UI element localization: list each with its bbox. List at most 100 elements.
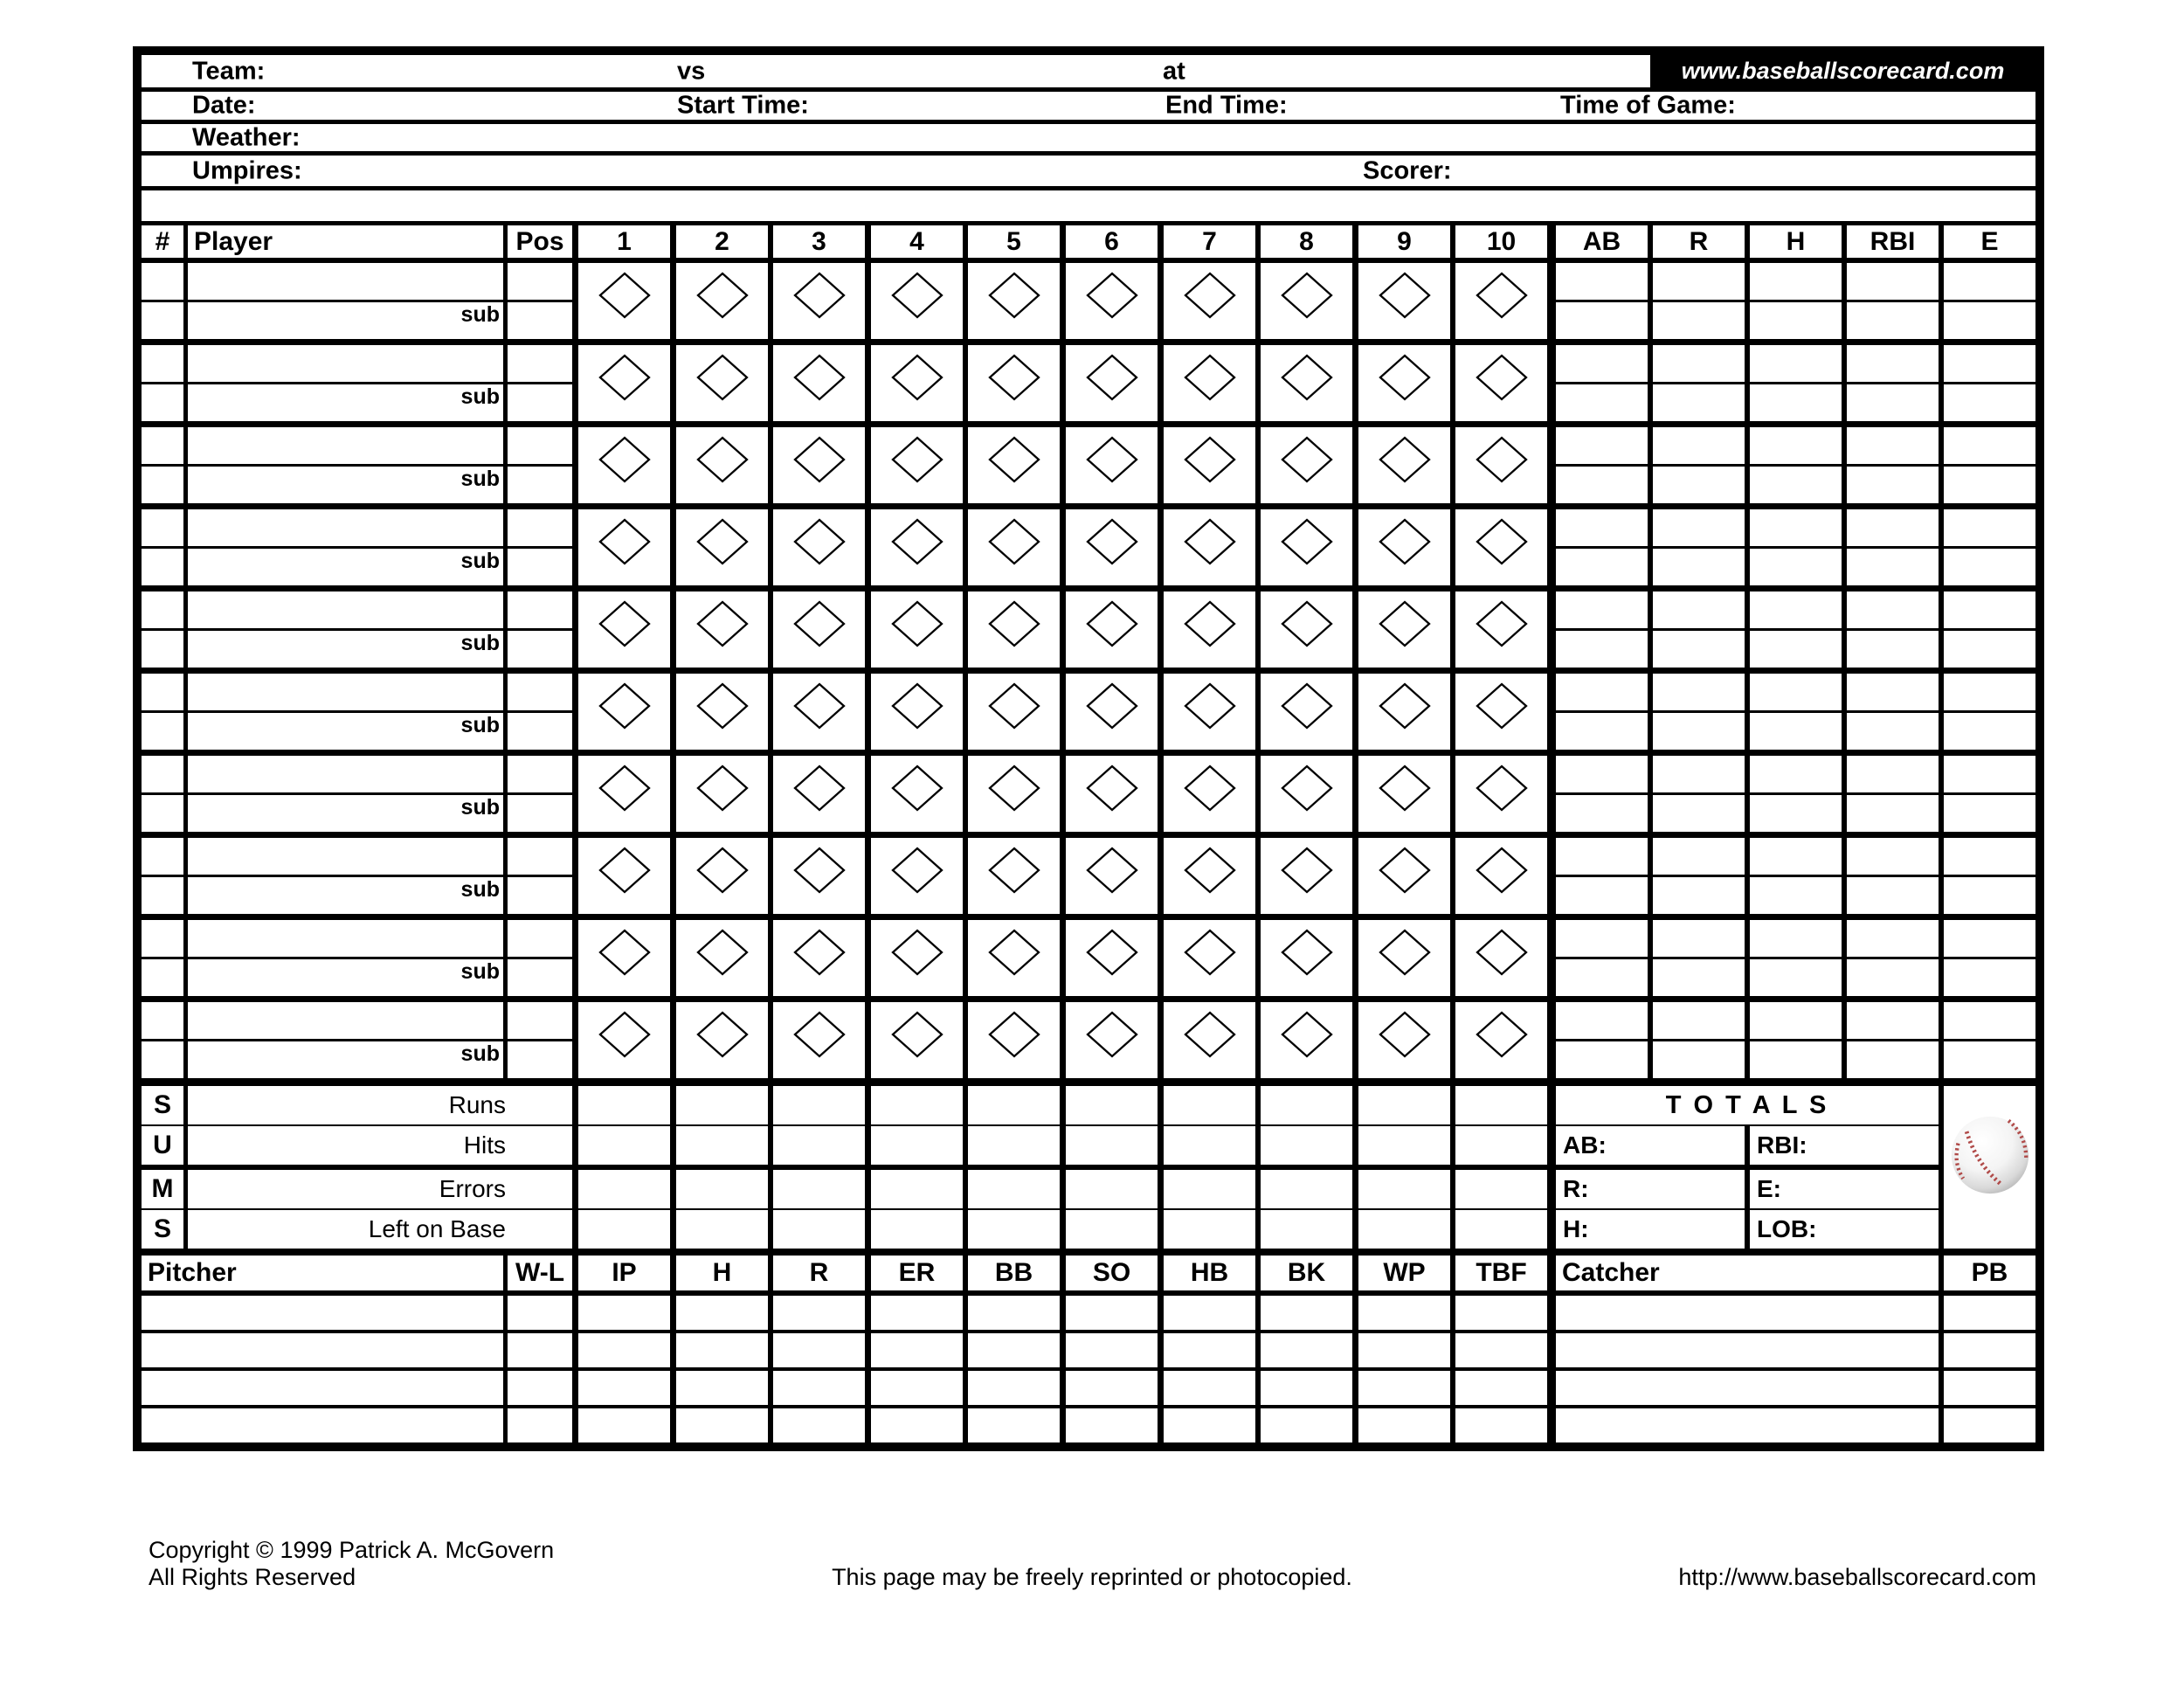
stat-e-cell: [1944, 345, 2035, 382]
stat-h-cell: [1750, 345, 1842, 382]
scoring-diamond-icon: [598, 517, 651, 565]
stat-rbi-cell: [1847, 263, 1939, 300]
sub-stat-h-cell: [1750, 302, 1842, 339]
sub-stat-rbi-cell: [1847, 877, 1939, 914]
sub-number-cell: [142, 959, 183, 996]
inning-5-scoring-cell: [968, 1002, 1060, 1078]
sums-inning-4-cell: [871, 1170, 963, 1208]
stat-h-cell: [1750, 1002, 1842, 1039]
sub-stat-rbi-cell: [1847, 713, 1939, 750]
number-column-header: #: [142, 225, 183, 258]
sums-inning-5-cell: [968, 1210, 1060, 1249]
inning-6-scoring-cell: [1066, 263, 1158, 339]
pitcher-er-cell: [871, 1408, 963, 1442]
inning-10-scoring-cell: [1455, 1002, 1547, 1078]
scoring-diamond-icon: [987, 928, 1040, 976]
sub-player-name-cell: sub: [188, 549, 503, 585]
stat-r-cell: [1653, 263, 1745, 300]
scoring-diamond-icon: [1475, 1010, 1528, 1058]
inning-5-scoring-cell: [968, 756, 1060, 832]
pitcher-wl-cell: [508, 1333, 572, 1367]
scoring-diamond-icon: [695, 846, 749, 894]
scoring-diamond-icon: [1280, 1010, 1333, 1058]
inning-2-scoring-cell: [676, 1002, 768, 1078]
pitcher-ip-cell: [578, 1333, 670, 1367]
scoring-diamond-icon: [890, 928, 943, 976]
inning-5-scoring-cell: [968, 345, 1060, 421]
sub-stat-ab-cell: [1556, 877, 1648, 914]
sums-inning-10-cell: [1455, 1086, 1547, 1124]
scoring-diamond-icon: [987, 517, 1040, 565]
copyright-line1: Copyright © 1999 Patrick A. McGovern: [149, 1537, 555, 1563]
sub-label: sub: [460, 795, 500, 820]
sub-player-name-cell: sub: [188, 302, 503, 339]
stat-rbi-cell: [1847, 427, 1939, 464]
player-name-cell: [188, 674, 503, 710]
pitcher-er-cell: [871, 1333, 963, 1367]
scoring-diamond-icon: [1085, 764, 1138, 812]
scoring-diamond-icon: [598, 846, 651, 894]
inning-6-scoring-cell: [1066, 838, 1158, 914]
sub-label: sub: [460, 713, 500, 737]
pitcher-er-cell: [871, 1296, 963, 1330]
sub-number-cell: [142, 631, 183, 668]
pitching-header-er: ER: [871, 1256, 963, 1290]
sums-inning-5-cell: [968, 1126, 1060, 1165]
stat-header-ab: AB: [1556, 225, 1648, 258]
pitcher-column-header: Pitcher: [142, 1256, 503, 1290]
pitcher-er-cell: [871, 1371, 963, 1405]
pitcher-r-cell: [773, 1408, 865, 1442]
scoring-diamond-icon: [792, 517, 846, 565]
scoring-diamond-icon: [1378, 271, 1431, 319]
pitching-header-r: R: [773, 1256, 865, 1290]
scoring-diamond-icon: [1280, 435, 1333, 483]
scoring-diamond-icon: [1183, 1010, 1236, 1058]
stat-ab-cell: [1556, 838, 1648, 875]
stat-e-cell: [1944, 427, 2035, 464]
pitching-header-h: H: [676, 1256, 768, 1290]
scoring-diamond-icon: [792, 928, 846, 976]
date-label: Date:: [192, 92, 256, 120]
pb-column-header: PB: [1944, 1256, 2035, 1290]
scoring-diamond-icon: [1183, 599, 1236, 647]
sub-position-cell: [508, 384, 572, 421]
pitcher-name-cell: [142, 1333, 503, 1367]
inning-2-scoring-cell: [676, 591, 768, 668]
position-cell: [508, 427, 572, 464]
sub-stat-r-cell: [1653, 713, 1745, 750]
position-cell: [508, 1002, 572, 1039]
sub-stat-r-cell: [1653, 959, 1745, 996]
stat-rbi-cell: [1847, 509, 1939, 546]
scoring-diamond-icon: [695, 681, 749, 730]
sums-inning-5-cell: [968, 1086, 1060, 1124]
inning-3-scoring-cell: [773, 591, 865, 668]
inning-1-scoring-cell: [578, 920, 670, 996]
footer-site-url: http://www.baseballscorecard.com: [1678, 1564, 2036, 1590]
position-cell: [508, 591, 572, 628]
pitcher-tbf-cell: [1455, 1408, 1547, 1442]
scorer-label: Scorer:: [1363, 156, 1452, 184]
sums-inning-9-cell: [1358, 1126, 1450, 1165]
inning-10-scoring-cell: [1455, 427, 1547, 503]
inning-9-scoring-cell: [1358, 263, 1450, 339]
wl-column-header: W-L: [508, 1256, 572, 1290]
stat-rbi-cell: [1847, 674, 1939, 710]
sub-stat-e-cell: [1944, 877, 2035, 914]
stat-e-cell: [1944, 756, 2035, 792]
sub-position-cell: [508, 959, 572, 996]
scoring-diamond-icon: [792, 764, 846, 812]
scoring-diamond-icon: [1475, 517, 1528, 565]
scoring-diamond-icon: [1378, 928, 1431, 976]
pitcher-bk-cell: [1261, 1296, 1352, 1330]
sub-number-cell: [142, 795, 183, 832]
stat-r-cell: [1653, 674, 1745, 710]
scoring-diamond-icon: [1475, 435, 1528, 483]
scoring-diamond-icon: [1378, 764, 1431, 812]
sub-position-cell: [508, 549, 572, 585]
sums-inning-3-cell: [773, 1210, 865, 1249]
scoring-diamond-icon: [1183, 928, 1236, 976]
player-number-cell: [142, 1002, 183, 1039]
inning-6-scoring-cell: [1066, 427, 1158, 503]
scoring-diamond-icon: [1085, 517, 1138, 565]
sub-stat-r-cell: [1653, 467, 1745, 503]
